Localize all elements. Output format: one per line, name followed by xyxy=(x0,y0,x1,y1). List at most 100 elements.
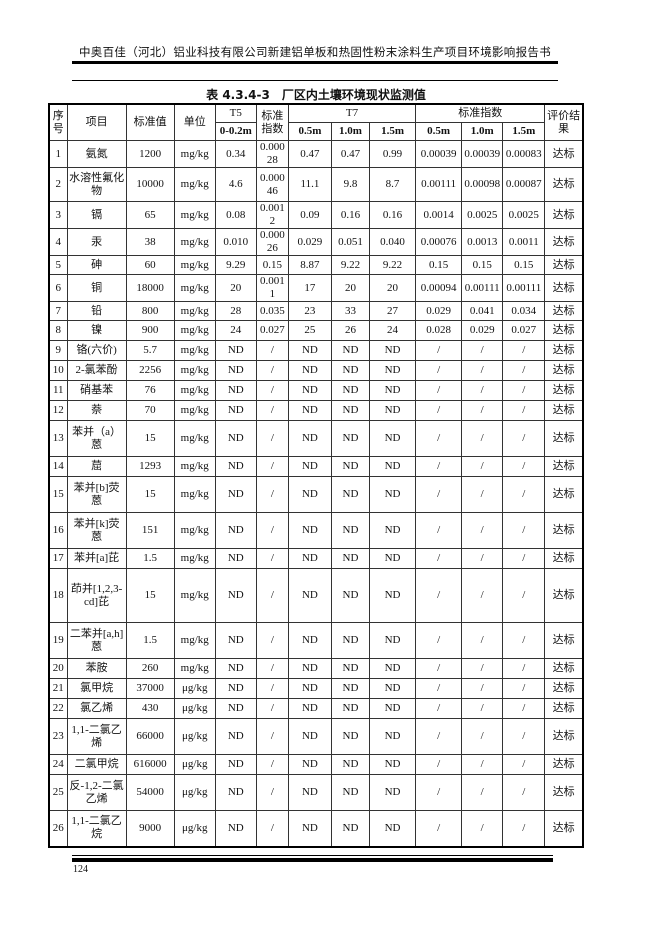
table-cell: ND xyxy=(369,456,417,477)
table-cell: / xyxy=(255,698,289,719)
table-cell: 镍 xyxy=(66,320,127,341)
table-cell: ND xyxy=(287,698,332,719)
table-row: 2 水溶性氟化物 10000 mg/kg 4.6 0.00046 11.1 9.8 8.7 0.0… xyxy=(48,167,584,202)
table-cell: / xyxy=(502,774,546,811)
table-cell: 8.87 xyxy=(287,255,332,275)
table-cell: ND xyxy=(369,622,417,659)
table-cell: 达标 xyxy=(544,228,584,256)
table-cell: / xyxy=(415,698,463,719)
table-cell: / xyxy=(255,774,289,811)
table-cell: ND xyxy=(214,512,257,549)
table-cell: 铬(六价) xyxy=(66,340,127,361)
table-cell: ND xyxy=(369,340,417,361)
table-cell: 1.5 xyxy=(125,622,175,659)
table-cell: ND xyxy=(214,698,257,719)
table-cell: / xyxy=(502,456,546,477)
table-cell: 2-氯苯酚 xyxy=(66,360,127,381)
table-cell: / xyxy=(461,810,504,847)
table-cell: / xyxy=(415,718,463,755)
table-cell: / xyxy=(415,568,463,623)
table-cell: 达标 xyxy=(544,456,584,477)
table-cell: / xyxy=(415,400,463,421)
header-depth: 1.5m xyxy=(369,122,417,141)
table-cell: 54000 xyxy=(125,774,175,811)
table-cell: / xyxy=(461,718,504,755)
table-cell: / xyxy=(415,678,463,699)
table-cell: ND xyxy=(369,718,417,755)
table-cell: 25 xyxy=(287,320,332,341)
table-cell: 13 xyxy=(48,420,68,457)
header-t5: T5 xyxy=(214,103,257,123)
table-cell: 260 xyxy=(125,658,175,679)
table-cell: μg/kg xyxy=(173,698,216,719)
table-cell: 16 xyxy=(48,512,68,549)
table-cell: / xyxy=(502,340,546,361)
table-cell: mg/kg xyxy=(173,568,216,623)
table-cell: ND xyxy=(287,380,332,401)
table-cell: 氨氮 xyxy=(66,140,127,168)
table-cell: / xyxy=(461,622,504,659)
table-cell: ND xyxy=(287,340,332,361)
table-cell: 23 xyxy=(48,718,68,755)
table-cell: / xyxy=(461,476,504,513)
table-cell: 0.027 xyxy=(502,320,546,341)
table-cell: / xyxy=(502,420,546,457)
table-row: 21 氯甲烷 37000 μg/kg ND / ND ND ND / / / 达标 xyxy=(48,678,584,699)
table-cell: 达标 xyxy=(544,698,584,719)
table-row: 5 砷 60 mg/kg 9.29 0.15 8.87 9.22 9.22 0.15 0.15 0.1… xyxy=(48,255,584,275)
table-cell: / xyxy=(255,810,289,847)
table-row: 15 苯并[b]荧蒽 15 mg/kg ND / ND ND ND / / / 达标 xyxy=(48,476,584,513)
table-cell: μg/kg xyxy=(173,718,216,755)
table-cell: / xyxy=(461,678,504,699)
table-cell: / xyxy=(255,754,289,775)
table-cell: / xyxy=(461,360,504,381)
table-cell: / xyxy=(415,548,463,569)
table-cell: ND xyxy=(214,622,257,659)
table-cell: / xyxy=(415,380,463,401)
table-cell: ND xyxy=(369,754,417,775)
table-cell: 2256 xyxy=(125,360,175,381)
table-cell: 0.00087 xyxy=(502,167,546,202)
table-cell: 20 xyxy=(48,658,68,679)
table-cell: 70 xyxy=(125,400,175,421)
table-cell: 0.029 xyxy=(461,320,504,341)
table-cell: 26 xyxy=(48,810,68,847)
table-row: 3 镉 65 mg/kg 0.08 0.0012 0.09 0.16 0.16 0.0014 0.0… xyxy=(48,201,584,229)
table-cell: ND xyxy=(214,658,257,679)
table-cell: ND xyxy=(287,810,332,847)
table-cell: 硝基苯 xyxy=(66,380,127,401)
table-cell: ND xyxy=(287,456,332,477)
table-cell: 1,1-二氯乙烯 xyxy=(66,718,127,755)
table-row: 25 反-1,2-二氯乙烯 54000 μg/kg ND / ND ND ND / / / 达标 xyxy=(48,774,584,811)
table-cell: mg/kg xyxy=(173,420,216,457)
table-row: 19 二苯并[a,h]蒽 1.5 mg/kg ND / ND ND ND / / / 达标 xyxy=(48,622,584,659)
table-cell: ND xyxy=(369,380,417,401)
table-cell: 9000 xyxy=(125,810,175,847)
table-cell: 0.035 xyxy=(255,301,289,321)
table-cell: / xyxy=(502,810,546,847)
table-cell: / xyxy=(255,360,289,381)
table-cell: 5 xyxy=(48,255,68,275)
table-cell: 1200 xyxy=(125,140,175,168)
table-cell: ND xyxy=(214,548,257,569)
table-cell: ND xyxy=(330,774,371,811)
table-cell: 27 xyxy=(369,301,417,321)
table-row: 14 䓛 1293 mg/kg ND / ND ND ND / / / 达标 xyxy=(48,456,584,477)
table-row: 26 1,1-二氯乙烷 9000 μg/kg ND / ND ND ND / / / 达标 xyxy=(48,810,584,847)
table-cell: / xyxy=(255,622,289,659)
table-row: 9 铬(六价) 5.7 mg/kg ND / ND ND ND / / / 达标 xyxy=(48,340,584,361)
table-cell: 0.041 xyxy=(461,301,504,321)
table-cell: / xyxy=(502,718,546,755)
table-cell: / xyxy=(502,678,546,699)
table-cell: 8.7 xyxy=(369,167,417,202)
table-cell: / xyxy=(415,360,463,381)
table-cell: 15 xyxy=(125,420,175,457)
header-result: 评价结果 xyxy=(544,103,584,141)
table-cell: 65 xyxy=(125,201,175,229)
table-cell: 0.00076 xyxy=(415,228,463,256)
running-header: 中奥百佳（河北）铝业科技有限公司新建铝单板和热固性粉末涂料生产项目环境影响报告书 xyxy=(79,47,551,59)
table-cell: / xyxy=(255,340,289,361)
table-cell: 900 xyxy=(125,320,175,341)
table-cell: ND xyxy=(214,774,257,811)
footer-rule xyxy=(72,855,553,856)
